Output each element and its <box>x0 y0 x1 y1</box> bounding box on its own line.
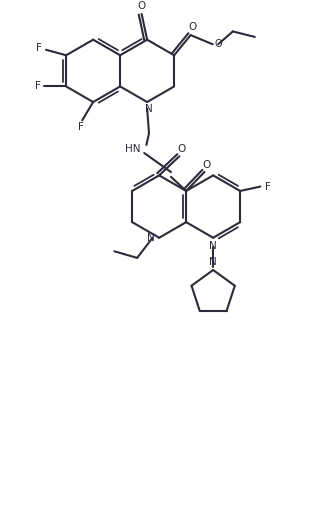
Text: F: F <box>34 81 41 91</box>
Text: O: O <box>202 159 211 170</box>
Text: O: O <box>177 144 185 154</box>
Text: N: N <box>209 241 217 251</box>
Text: F: F <box>79 122 84 132</box>
Text: O: O <box>188 22 197 32</box>
Text: HN: HN <box>125 144 140 154</box>
Text: O: O <box>214 38 222 49</box>
Text: N: N <box>209 257 216 267</box>
Text: N: N <box>145 104 153 114</box>
Text: F: F <box>36 43 42 52</box>
Text: O: O <box>137 1 146 11</box>
Text: F: F <box>265 182 270 192</box>
Text: N: N <box>147 233 155 243</box>
